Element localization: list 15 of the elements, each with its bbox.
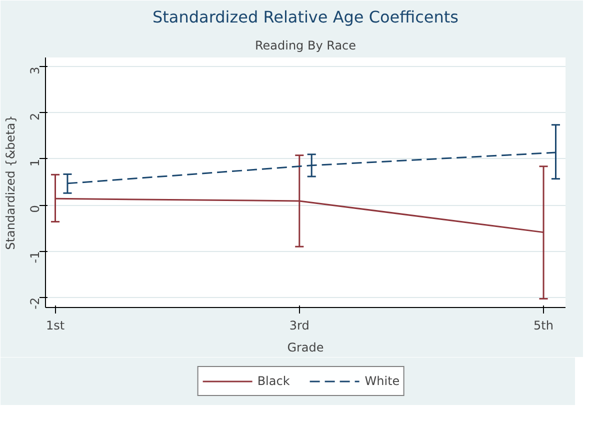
chart-subtitle: Reading By Race [254, 38, 356, 52]
y-tick-label: 1 [28, 158, 42, 167]
y-tick-label: -1 [28, 251, 42, 264]
x-tick-label: 5th [534, 318, 554, 332]
legend-label: White [364, 374, 400, 388]
y-tick-label: 0 [28, 205, 42, 213]
x-axis-title: Grade [287, 340, 324, 354]
chart-title: Standardized Relative Age Coefficents [152, 8, 459, 26]
x-tick-label: 1st [46, 318, 65, 332]
y-axis-title: Standardized {&beta} [4, 115, 18, 250]
x-tick-label: 3rd [289, 318, 310, 332]
legend-label: Black [257, 374, 290, 388]
y-tick-label: -2 [28, 297, 42, 310]
y-tick-label: 3 [28, 66, 42, 74]
y-tick-label: 2 [28, 112, 42, 120]
